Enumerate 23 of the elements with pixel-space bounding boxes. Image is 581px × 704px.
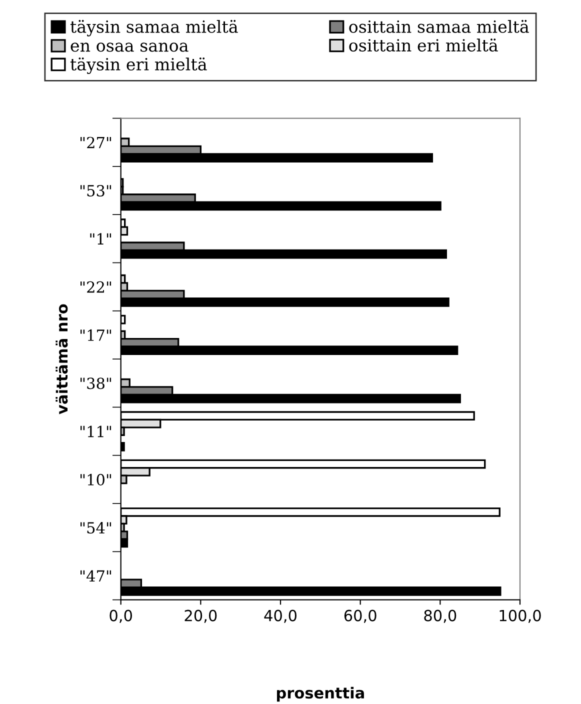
legend-label: osittain eri mieltä: [349, 38, 498, 52]
y-tick-label: "22": [80, 281, 112, 293]
y-tick-label: "1": [90, 233, 112, 244]
legend-label: osittain samaa mieltä: [349, 20, 529, 33]
y-tick-label: "38": [80, 378, 112, 390]
y-tick-label: "47": [80, 570, 112, 582]
x-tick-label: 40,0: [264, 610, 296, 623]
x-axis-title: prosenttia: [276, 686, 364, 702]
y-tick-label: "53": [80, 184, 112, 197]
x-tick-label: 20,0: [184, 610, 217, 623]
y-tick-label: "11": [80, 426, 112, 438]
x-tick-label: 80,0: [424, 610, 456, 623]
legend-label: täysin samaa mieltä: [70, 20, 238, 36]
x-tick-label: 100,0: [500, 610, 541, 623]
y-tick-label: "27": [80, 136, 112, 148]
y-tick-label: "54": [80, 522, 112, 534]
y-axis-title: väittämä nro: [56, 304, 68, 414]
y-tick-label: "17": [80, 329, 112, 341]
x-tick-label: 60,0: [344, 610, 376, 623]
legend-label: en osaa sanoa: [70, 42, 188, 52]
y-tick-label: "10": [80, 474, 112, 486]
legend-label: täysin eri mieltä: [70, 58, 207, 74]
x-tick-label: 0,0: [110, 610, 132, 623]
